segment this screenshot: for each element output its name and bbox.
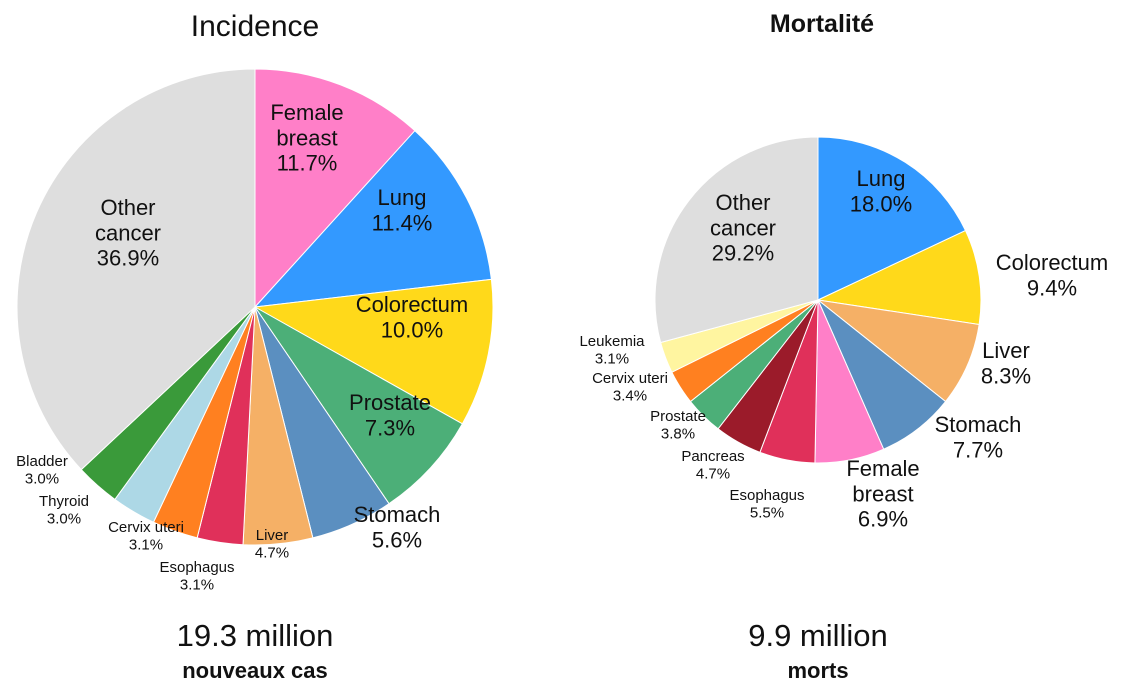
value-label: 4.7% <box>255 544 289 561</box>
label-line: Leukemia <box>579 333 645 350</box>
caption: nouveaux cas <box>182 658 328 683</box>
value-label: 5.5% <box>750 504 784 521</box>
value-label: 6.9% <box>858 507 908 532</box>
slice-label: Cervix uteri <box>108 519 184 536</box>
value-label: 8.3% <box>981 363 1031 388</box>
value-label: 3.0% <box>25 470 59 487</box>
slice-label: Thyroid <box>39 493 89 510</box>
label-line: Other <box>100 195 155 220</box>
label-line: Colorectum <box>996 250 1108 275</box>
total: 9.9 million <box>748 618 888 653</box>
label-line: Female <box>270 100 343 125</box>
value-label: 29.2% <box>712 241 774 266</box>
label-line: Thyroid <box>39 493 89 510</box>
label-line: Female <box>846 456 919 481</box>
slice-label: Other cancer <box>710 190 776 240</box>
value-label: 3.0% <box>47 510 81 527</box>
value-label: 4.7% <box>696 465 730 482</box>
label-line: Esophagus <box>729 487 804 504</box>
value-label: 3.8% <box>661 425 695 442</box>
label-line: Cervix uteri <box>108 519 184 536</box>
label-line: Pancreas <box>681 448 744 465</box>
slice <box>816 229 982 326</box>
label-line: Liver <box>256 527 289 544</box>
slice-label: Liver <box>256 527 289 544</box>
value-label: 3.1% <box>595 350 629 367</box>
value-label: 11.7% <box>277 151 338 176</box>
value-label: 7.3% <box>365 415 415 440</box>
slice-label: Female breast <box>846 456 919 506</box>
label-line: Lung <box>378 185 427 210</box>
slice <box>16 68 256 471</box>
slice-label: Esophagus <box>729 487 804 504</box>
label-line: Stomach <box>935 412 1022 437</box>
slice-label: Stomach <box>354 502 441 527</box>
label-line: breast <box>276 125 337 150</box>
value-label: 9.4% <box>1027 275 1077 300</box>
value-label: 10.0% <box>381 317 443 342</box>
value-label: 11.4% <box>372 210 433 235</box>
label-line: Bladder <box>16 453 68 470</box>
slice-label: Prostate <box>650 408 706 425</box>
slice-label: Esophagus <box>159 559 234 576</box>
slice <box>253 129 492 308</box>
slice <box>817 136 967 301</box>
label-line: Prostate <box>349 390 431 415</box>
slice-label: Lung <box>378 185 427 210</box>
slice-label: Other cancer <box>95 195 161 245</box>
label-line: Liver <box>982 338 1030 363</box>
slice <box>254 68 416 309</box>
label-line: Stomach <box>354 502 441 527</box>
slice-label: Colorectum <box>996 250 1108 275</box>
label-line: Prostate <box>650 408 706 425</box>
total: 19.3 million <box>177 618 334 653</box>
value-label: 36.9% <box>97 246 159 271</box>
slice <box>254 306 464 505</box>
chart-title: Incidence <box>191 10 319 43</box>
label-line: Cervix uteri <box>592 370 668 387</box>
label-line: Esophagus <box>159 559 234 576</box>
slice-label: Pancreas <box>681 448 744 465</box>
slice-label: Female breast <box>270 100 343 150</box>
slice-label: Colorectum <box>356 292 468 317</box>
label-line: Lung <box>857 166 906 191</box>
caption: morts <box>787 658 848 683</box>
chart-title: Mortalité <box>770 10 874 38</box>
value-label: 3.1% <box>129 536 163 553</box>
slice-label: Stomach <box>935 412 1022 437</box>
value-label: 3.4% <box>613 387 647 404</box>
label-line: cancer <box>95 220 161 245</box>
slice-label: Prostate <box>349 390 431 415</box>
slice <box>654 136 819 344</box>
slice-label: Leukemia <box>579 333 645 350</box>
slice-label: Cervix uteri <box>592 370 668 387</box>
slice-label: Bladder <box>16 453 68 470</box>
label-line: breast <box>852 481 913 506</box>
slice-label: Lung <box>857 166 906 191</box>
label-line: cancer <box>710 215 776 240</box>
value-label: 5.6% <box>372 527 422 552</box>
label-line: Other <box>715 190 770 215</box>
slice <box>253 278 494 425</box>
value-label: 3.1% <box>180 576 214 593</box>
label-line: Colorectum <box>356 292 468 317</box>
slice-label: Liver <box>982 338 1030 363</box>
value-label: 18.0% <box>850 191 912 216</box>
value-label: 7.7% <box>953 437 1003 462</box>
